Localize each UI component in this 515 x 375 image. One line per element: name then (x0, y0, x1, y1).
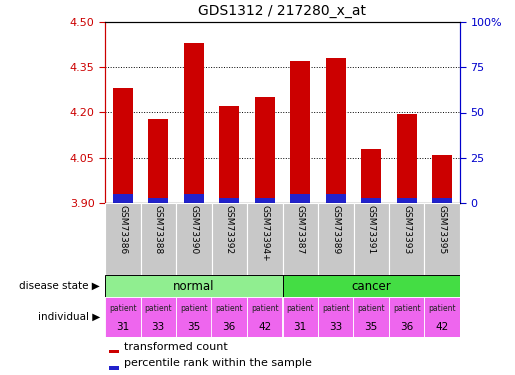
Text: patient: patient (357, 304, 385, 313)
Bar (184, 194, 203, 203)
Bar (362, 198, 381, 203)
FancyBboxPatch shape (212, 203, 247, 275)
Text: individual ▶: individual ▶ (38, 312, 100, 322)
Bar (219, 198, 239, 203)
Text: cancer: cancer (351, 279, 391, 292)
Bar (184, 43, 203, 203)
Text: patient: patient (215, 304, 243, 313)
Text: 42: 42 (258, 322, 271, 332)
FancyBboxPatch shape (424, 203, 460, 275)
Bar (318, 297, 353, 337)
Text: normal: normal (173, 279, 215, 292)
Text: patient: patient (251, 304, 279, 313)
Bar (283, 297, 318, 337)
Bar (176, 297, 212, 337)
Bar (212, 297, 247, 337)
Text: GSM73387: GSM73387 (296, 205, 305, 254)
Bar (424, 297, 460, 337)
Text: 35: 35 (187, 322, 200, 332)
Text: GSM73395: GSM73395 (438, 205, 447, 254)
Bar (109, 350, 119, 353)
Bar (397, 114, 417, 203)
Bar (148, 118, 168, 203)
Bar (113, 88, 132, 203)
Bar (362, 149, 381, 203)
Text: percentile rank within the sample: percentile rank within the sample (124, 358, 312, 368)
Bar (219, 106, 239, 203)
Bar (113, 194, 132, 203)
Text: GSM73393: GSM73393 (402, 205, 411, 254)
Bar (148, 198, 168, 203)
Bar (141, 297, 176, 337)
Text: GSM73386: GSM73386 (118, 205, 127, 254)
Bar (326, 58, 346, 203)
Bar (105, 275, 283, 297)
Bar (433, 198, 452, 203)
FancyBboxPatch shape (176, 203, 212, 275)
FancyBboxPatch shape (318, 203, 353, 275)
Text: patient: patient (428, 304, 456, 313)
Text: 36: 36 (222, 322, 236, 332)
Bar (255, 198, 274, 203)
Bar (283, 275, 460, 297)
Bar (290, 194, 310, 203)
Bar (105, 297, 141, 337)
Text: patient: patient (286, 304, 314, 313)
Bar (255, 98, 274, 203)
FancyBboxPatch shape (353, 203, 389, 275)
Text: GSM73388: GSM73388 (154, 205, 163, 254)
Bar (353, 297, 389, 337)
Title: GDS1312 / 217280_x_at: GDS1312 / 217280_x_at (198, 4, 367, 18)
Bar (109, 366, 119, 369)
Text: patient: patient (144, 304, 172, 313)
Text: GSM73389: GSM73389 (331, 205, 340, 254)
Bar (326, 194, 346, 203)
Text: 31: 31 (116, 322, 129, 332)
Text: 35: 35 (365, 322, 378, 332)
Text: 42: 42 (436, 322, 449, 332)
Text: patient: patient (393, 304, 421, 313)
Text: 33: 33 (329, 322, 342, 332)
FancyBboxPatch shape (283, 203, 318, 275)
Text: 36: 36 (400, 322, 414, 332)
Text: GSM73390: GSM73390 (189, 205, 198, 254)
FancyBboxPatch shape (105, 203, 141, 275)
Text: patient: patient (180, 304, 208, 313)
Text: disease state ▶: disease state ▶ (19, 281, 100, 291)
Text: patient: patient (322, 304, 350, 313)
FancyBboxPatch shape (247, 203, 283, 275)
Bar (247, 297, 283, 337)
Text: 31: 31 (294, 322, 307, 332)
Bar (290, 61, 310, 203)
Text: GSM73391: GSM73391 (367, 205, 376, 254)
Text: patient: patient (109, 304, 136, 313)
FancyBboxPatch shape (141, 203, 176, 275)
Text: 33: 33 (151, 322, 165, 332)
Text: GSM73394+: GSM73394+ (260, 205, 269, 262)
FancyBboxPatch shape (389, 203, 424, 275)
Bar (397, 198, 417, 203)
Bar (433, 155, 452, 203)
Text: GSM73392: GSM73392 (225, 205, 234, 254)
Text: transformed count: transformed count (124, 342, 228, 352)
Bar (389, 297, 424, 337)
